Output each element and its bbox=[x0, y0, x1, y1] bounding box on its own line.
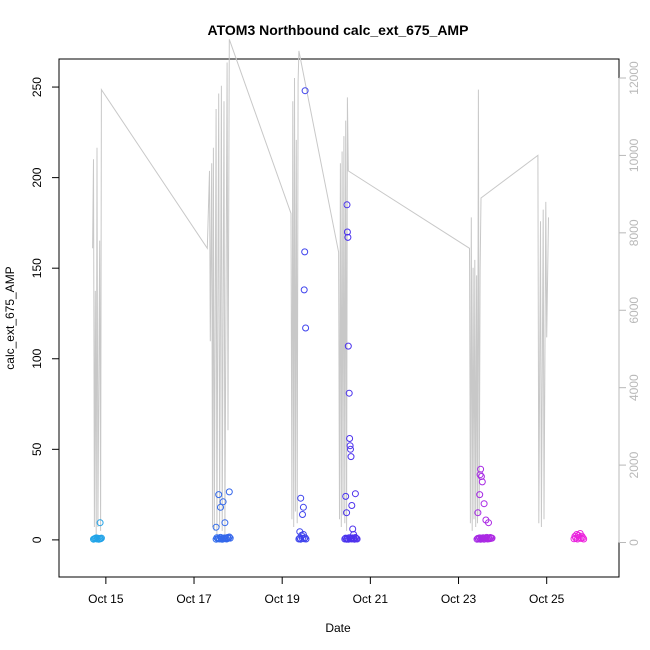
data-point bbox=[344, 233, 352, 241]
data-point bbox=[477, 465, 485, 473]
data-point bbox=[219, 498, 227, 506]
data-point bbox=[299, 511, 306, 518]
data-point bbox=[225, 488, 233, 496]
data-point bbox=[221, 519, 229, 527]
x-tick-label: Oct 19 bbox=[265, 592, 301, 606]
data-point bbox=[296, 528, 304, 536]
data-point bbox=[297, 494, 305, 502]
y-axis-right: 0 2000 4000 6000 8000 10000 12000 bbox=[618, 61, 641, 546]
data-point bbox=[97, 535, 105, 543]
y2-tick-label: 12000 bbox=[627, 61, 641, 95]
data-point bbox=[478, 478, 486, 486]
x-tick-label: Oct 17 bbox=[176, 592, 212, 606]
y-tick-label: 100 bbox=[30, 348, 44, 368]
data-point bbox=[342, 492, 350, 500]
data-point bbox=[302, 535, 310, 543]
x-axis-label: Date bbox=[325, 621, 351, 635]
x-tick-label: Oct 15 bbox=[88, 592, 124, 606]
data-point bbox=[353, 535, 361, 543]
data-point bbox=[299, 503, 307, 511]
data-point bbox=[301, 87, 309, 95]
data-point bbox=[343, 228, 351, 236]
data-point bbox=[346, 442, 354, 450]
data-point bbox=[301, 248, 309, 256]
y-tick-label: 250 bbox=[30, 77, 44, 97]
data-point bbox=[347, 453, 355, 461]
data-point bbox=[212, 523, 220, 531]
secondary-series-line bbox=[92, 39, 549, 535]
data-point bbox=[346, 435, 354, 442]
data-point bbox=[96, 519, 104, 527]
data-point bbox=[217, 503, 224, 511]
x-tick-label: Oct 23 bbox=[441, 592, 477, 606]
x-tick-label: Oct 21 bbox=[353, 592, 389, 606]
data-point bbox=[344, 342, 352, 350]
data-point bbox=[349, 525, 357, 533]
data-point bbox=[225, 533, 233, 541]
x-tick-label: Oct 25 bbox=[529, 592, 565, 606]
data-point bbox=[580, 535, 588, 543]
data-point bbox=[351, 490, 359, 498]
data-point bbox=[226, 534, 234, 542]
data-point bbox=[343, 509, 351, 517]
y2-tick-label: 10000 bbox=[627, 138, 641, 172]
y-tick-label: 150 bbox=[30, 258, 44, 278]
data-point bbox=[348, 502, 356, 509]
y-tick-label: 0 bbox=[30, 536, 44, 543]
data-point bbox=[349, 534, 357, 542]
data-point bbox=[476, 491, 484, 499]
y-tick-label: 50 bbox=[30, 442, 44, 456]
data-point bbox=[488, 534, 496, 542]
data-point bbox=[480, 500, 488, 508]
chart-title: ATOM3 Northbound calc_ext_675_AMP bbox=[208, 22, 469, 38]
y2-tick-label: 0 bbox=[627, 539, 641, 546]
y2-tick-label: 4000 bbox=[627, 374, 641, 401]
data-point bbox=[579, 534, 587, 542]
y2-tick-label: 2000 bbox=[627, 451, 641, 478]
data-point bbox=[347, 445, 354, 453]
data-points-layer bbox=[90, 87, 588, 543]
y-tick-label: 200 bbox=[30, 167, 44, 187]
data-point bbox=[301, 534, 309, 542]
y-axis-left: 0 50 100 150 200 250 bbox=[30, 77, 60, 543]
data-point bbox=[300, 286, 308, 294]
data-point bbox=[485, 519, 492, 527]
data-point bbox=[343, 201, 351, 209]
data-point bbox=[215, 491, 223, 499]
data-point bbox=[345, 389, 353, 397]
secondary-series-line-layer bbox=[92, 39, 549, 535]
data-point bbox=[474, 509, 482, 517]
data-point bbox=[350, 531, 358, 538]
y-axis-label: calc_ext_675_AMP bbox=[3, 266, 17, 369]
data-point bbox=[97, 534, 105, 542]
data-point bbox=[302, 324, 310, 332]
x-axis: Oct 15 Oct 17 Oct 19 Oct 21 Oct 23 Oct 25 bbox=[88, 576, 565, 606]
y2-tick-label: 8000 bbox=[627, 219, 641, 246]
y2-tick-label: 6000 bbox=[627, 297, 641, 324]
